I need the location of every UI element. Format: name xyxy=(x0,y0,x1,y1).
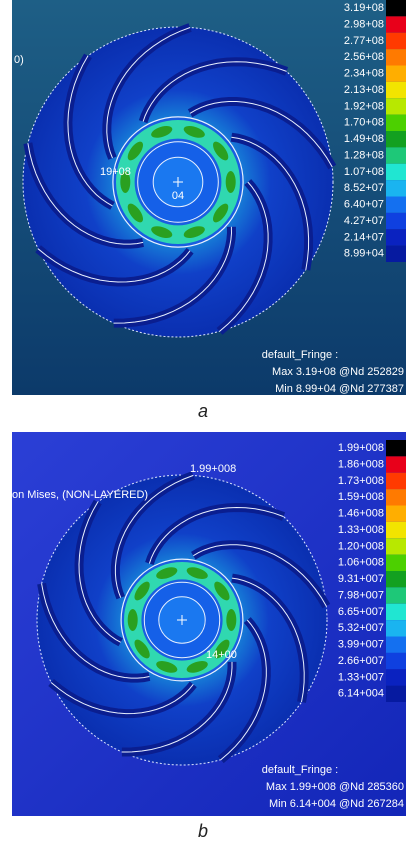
panel-caption: a xyxy=(198,401,208,421)
legend-swatch xyxy=(386,180,406,196)
legend-label: 1.33+008 xyxy=(338,524,384,536)
legend-swatch xyxy=(386,440,406,456)
legend-label: 1.99+008 xyxy=(338,442,384,454)
legend-label: 1.86+008 xyxy=(338,458,384,470)
legend-label: 2.56+08 xyxy=(344,51,384,63)
legend-label: 7.98+007 xyxy=(338,589,384,601)
legend-swatch xyxy=(386,669,406,685)
legend-swatch xyxy=(386,604,406,620)
max-info: Max 3.19+08 @Nd 252829 xyxy=(272,366,404,378)
min-info: Min 8.99+04 @Nd 277387 xyxy=(275,383,404,395)
legend-swatch xyxy=(386,0,406,16)
legend-swatch xyxy=(386,587,406,603)
legend-label: 1.59+008 xyxy=(338,491,384,503)
annotation: 14+00 xyxy=(206,649,237,661)
annotation: 1.99+008 xyxy=(190,463,236,475)
legend-label: 2.77+08 xyxy=(344,35,384,47)
legend-label: 2.13+08 xyxy=(344,84,384,96)
stress-spot xyxy=(226,171,236,193)
legend-swatch xyxy=(386,246,406,262)
legend-label: 6.14+004 xyxy=(338,688,384,700)
legend-label: 1.33+007 xyxy=(338,671,384,683)
legend-swatch xyxy=(386,637,406,653)
annotation: 0) xyxy=(14,54,24,66)
legend-label: 2.14+07 xyxy=(344,231,384,243)
legend-label: 1.28+08 xyxy=(344,149,384,161)
legend-label: 3.99+007 xyxy=(338,639,384,651)
stress-spot xyxy=(128,609,138,631)
legend-swatch xyxy=(386,213,406,229)
legend-swatch xyxy=(386,686,406,702)
legend-label: 1.20+008 xyxy=(338,540,384,552)
legend-swatch xyxy=(386,571,406,587)
legend-label: 2.98+08 xyxy=(344,18,384,30)
min-info: Min 6.14+004 @Nd 267284 xyxy=(269,798,404,810)
legend-label: 2.34+08 xyxy=(344,68,384,80)
legend-label: 1.70+08 xyxy=(344,117,384,129)
figure: 3.19+08 2.98+08 2.77+08 2.56+08 2.34+08 2.13+… xyxy=(0,0,406,842)
legend-label: 8.52+07 xyxy=(344,182,384,194)
legend-swatch xyxy=(386,522,406,538)
annotation: on Mises, (NON-LAYERED) xyxy=(12,489,148,501)
legend-label: 1.06+008 xyxy=(338,557,384,569)
legend-label: 1.73+008 xyxy=(338,475,384,487)
legend-label: 1.49+08 xyxy=(344,133,384,145)
panel-caption: b xyxy=(198,821,208,841)
legend-swatch xyxy=(386,115,406,131)
legend-label: 1.46+008 xyxy=(338,508,384,520)
legend-swatch xyxy=(386,538,406,554)
legend-label: 6.40+07 xyxy=(344,199,384,211)
legend-swatch xyxy=(386,66,406,82)
legend-label: 3.19+08 xyxy=(344,2,384,14)
legend-swatch xyxy=(386,620,406,636)
legend-label: 1.07+08 xyxy=(344,166,384,178)
fringe-title: default_Fringe : xyxy=(262,349,338,361)
legend-label: 6.65+007 xyxy=(338,606,384,618)
legend-label: 9.31+007 xyxy=(338,573,384,585)
legend-swatch xyxy=(386,456,406,472)
legend-swatch xyxy=(386,98,406,114)
legend-label: 5.32+007 xyxy=(338,622,384,634)
legend-label: 2.66+007 xyxy=(338,655,384,667)
legend-swatch xyxy=(386,197,406,213)
legend-swatch xyxy=(386,131,406,147)
fringe-title: default_Fringe : xyxy=(262,764,338,776)
legend-swatch xyxy=(386,506,406,522)
legend-swatch xyxy=(386,33,406,49)
legend-swatch xyxy=(386,82,406,98)
legend-swatch xyxy=(386,164,406,180)
legend-swatch xyxy=(386,229,406,245)
legend-swatch xyxy=(386,473,406,489)
legend-swatch xyxy=(386,16,406,32)
annotation: 19+08 xyxy=(100,166,131,178)
stress-spot xyxy=(226,609,236,631)
legend-swatch xyxy=(386,555,406,571)
legend-swatch xyxy=(386,653,406,669)
legend-label: 4.27+07 xyxy=(344,215,384,227)
legend-swatch xyxy=(386,147,406,163)
legend-label: 8.99+04 xyxy=(344,248,384,260)
legend-label: 1.92+08 xyxy=(344,100,384,112)
legend-swatch xyxy=(386,49,406,65)
legend-swatch xyxy=(386,489,406,505)
annotation: 04 xyxy=(172,190,184,202)
max-info: Max 1.99+008 @Nd 285360 xyxy=(266,781,404,793)
